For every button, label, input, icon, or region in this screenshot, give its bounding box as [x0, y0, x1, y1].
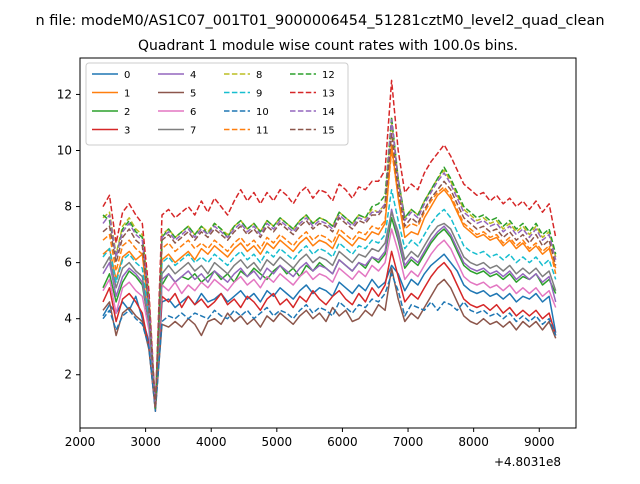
series-15-line [102, 132, 557, 410]
legend-label: 9 [256, 89, 262, 100]
legend-label: 15 [322, 126, 335, 137]
series-4-line [102, 208, 557, 410]
x-tick-label: 5000 [262, 435, 293, 449]
chart-title: Quadrant 1 module wise count rates with … [138, 38, 518, 54]
legend-label: 4 [190, 70, 196, 81]
legend-label: 6 [190, 107, 196, 118]
series-1-line [102, 144, 557, 404]
series-12-line [102, 116, 557, 410]
legend-label: 10 [256, 107, 269, 118]
y-tick-label: 8 [64, 200, 72, 214]
y-tick-label: 12 [57, 87, 72, 101]
y-tick-label: 2 [64, 368, 72, 382]
axes-frame [79, 57, 577, 429]
x-axis: 2000 3000 4000 5000 6000 7000 8000 9000 [65, 428, 555, 449]
x-tick-label: 4000 [196, 435, 227, 449]
series-13-line [102, 79, 557, 407]
series-14-line [102, 118, 557, 407]
series-10-line [102, 273, 557, 412]
legend-label: 11 [256, 126, 269, 137]
series-6-line [102, 228, 557, 410]
legend-label: 1 [124, 89, 130, 100]
legend-label: 0 [124, 70, 130, 81]
figure-suptitle: n file: modeM0/AS1C07_001T01_9000006454_… [35, 13, 604, 29]
plot-lines [102, 79, 557, 412]
x-tick-label: 6000 [327, 435, 358, 449]
legend-label: 13 [322, 89, 335, 100]
legend-label: 14 [322, 107, 335, 118]
y-tick-label: 4 [64, 312, 72, 326]
series-8-line [102, 121, 557, 407]
x-offset-label: +4.8031e8 [494, 455, 561, 469]
y-tick-label: 10 [57, 144, 72, 158]
legend-label: 3 [124, 126, 130, 137]
legend-label: 8 [256, 70, 262, 81]
series-7-line [102, 211, 557, 410]
series-0-line [102, 253, 557, 407]
legend-label: 12 [322, 70, 335, 81]
x-tick-label: 9000 [524, 435, 555, 449]
y-axis: 2 4 6 8 10 12 [57, 87, 80, 382]
series-11-line [102, 149, 557, 407]
series-3-line [102, 250, 557, 412]
x-tick-label: 3000 [130, 435, 161, 449]
x-tick-label: 7000 [393, 435, 424, 449]
series-9-line [102, 188, 557, 407]
legend-label: 5 [190, 89, 196, 100]
series-5-line [102, 267, 557, 410]
x-tick-label: 2000 [65, 435, 96, 449]
legend-label: 7 [190, 126, 196, 137]
x-tick-label: 8000 [458, 435, 489, 449]
y-tick-label: 6 [64, 256, 72, 270]
legend-label: 2 [124, 107, 130, 118]
legend-frame [85, 62, 349, 146]
